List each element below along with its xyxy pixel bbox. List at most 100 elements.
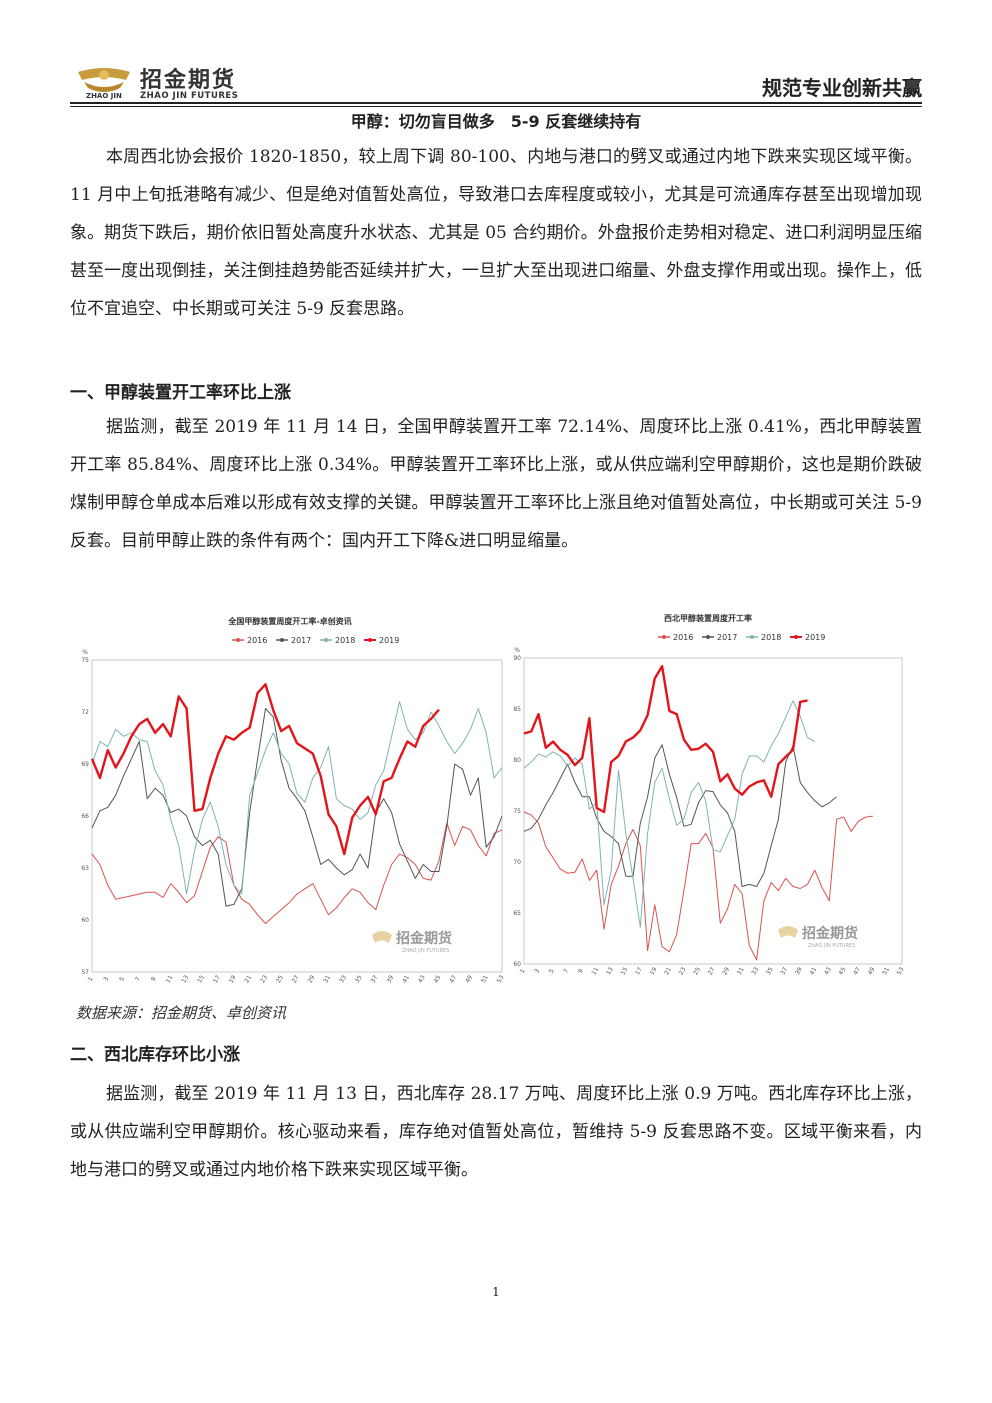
x-tick-label: 45 (838, 966, 848, 976)
page-number: 1 (492, 1285, 500, 1299)
chart-northwest-operating-rate: 西北甲醇装置周度开工率 2016 2017 2018 2019% 60 65 70 75 80 85… (508, 608, 908, 993)
y-axis-unit: % (82, 649, 88, 656)
series-line-2016 (523, 811, 873, 961)
legend-label: 2016 (247, 636, 267, 645)
y-tick-label: 80 (513, 757, 521, 764)
x-tick-label: 49 (867, 966, 877, 976)
watermark-logo-icon (778, 926, 798, 938)
y-tick-label: 75 (513, 808, 521, 815)
plot-frame (523, 657, 903, 965)
x-tick-label: 49 (464, 974, 474, 984)
paragraph-operating-rate: 据监测，截至 2019 年 11 月 14 日，全国甲醇装置开工率 72.14%… (70, 417, 922, 551)
y-axis-unit: % (514, 647, 520, 654)
logo-en-small-text: ZHAO JIN (86, 92, 122, 100)
watermark-logo-icon (372, 931, 392, 943)
company-logo: 招金期货 ZHAO JIN ZHAO JIN FUTURES (76, 58, 256, 102)
paragraph-inventory: 据监测，截至 2019 年 11 月 13 日，西北库存 28.17 万吨、周度… (70, 1084, 922, 1180)
x-tick-label: 39 (385, 974, 395, 984)
legend-marker (368, 638, 372, 642)
x-tick-label: 19 (228, 974, 238, 984)
series-line-2019 (523, 665, 808, 814)
x-tick-label: 25 (275, 974, 285, 984)
watermark-text: 招金期货 (396, 930, 452, 947)
x-tick-label: 7 (562, 968, 570, 975)
x-tick-label: 1 (87, 976, 95, 983)
header-rule (70, 102, 922, 104)
legend-label: 2019 (805, 633, 825, 642)
legend-label: 2018 (761, 633, 781, 642)
y-tick-label: 69 (81, 761, 89, 768)
x-tick-label: 23 (259, 974, 269, 984)
x-tick-label: 33 (750, 966, 760, 976)
x-tick-label: 13 (180, 974, 190, 984)
x-tick-label: 41 (401, 974, 411, 984)
legend-label: 2016 (673, 633, 693, 642)
y-tick-label: 57 (81, 969, 89, 976)
legend-marker (236, 638, 240, 642)
x-tick-label: 53 (896, 966, 906, 976)
watermark-en-text: ZHAO JIN FUTURES (808, 943, 855, 949)
x-tick-label: 21 (663, 966, 673, 976)
legend-marker (706, 635, 710, 639)
x-tick-label: 43 (417, 974, 427, 984)
x-tick-label: 17 (634, 966, 644, 976)
x-tick-label: 53 (496, 974, 506, 984)
y-tick-label: 85 (513, 706, 521, 713)
x-tick-label: 43 (823, 966, 833, 976)
chart-national-operating-rate: 全国甲醇装置周度开工率-卓创资讯 2016 2017 2018 2019% 57 60 63 6… (72, 608, 508, 993)
x-tick-label: 51 (480, 974, 490, 984)
document-title: 甲醇：切勿盲目做多 5-9 反套继续持有 (350, 112, 642, 131)
y-tick-label: 70 (513, 859, 521, 866)
x-tick-label: 47 (852, 966, 862, 976)
legend-label: 2017 (717, 633, 737, 642)
x-tick-label: 11 (165, 974, 175, 984)
x-tick-label: 15 (196, 974, 206, 984)
x-tick-label: 31 (736, 966, 746, 976)
section-heading-1: 一、甲醇装置开工率环比上涨 (70, 383, 291, 403)
paragraph-summary: 本周西北协会报价 1820-1850，较上周下调 80-100、内地与港口的劈叉… (70, 147, 922, 319)
legend-marker (324, 638, 328, 642)
x-tick-label: 37 (370, 974, 380, 984)
header-slogan: 规范专业创新共赢 (762, 76, 922, 100)
legend-label: 2018 (335, 636, 355, 645)
x-tick-label: 23 (678, 966, 688, 976)
x-tick-label: 27 (707, 966, 717, 976)
y-tick-label: 66 (81, 813, 89, 820)
y-tick-label: 60 (81, 917, 89, 924)
watermark-text: 招金期货 (802, 925, 858, 942)
x-tick-label: 5 (118, 976, 126, 983)
x-tick-label: 9 (150, 976, 158, 983)
series-line-2017 (523, 744, 837, 887)
x-tick-label: 11 (590, 966, 600, 976)
legend-label: 2017 (291, 636, 311, 645)
watermark-en-text: ZHAO JIN FUTURES (402, 948, 449, 954)
series-line-2016 (91, 822, 503, 924)
legend-marker (750, 635, 754, 639)
y-tick-label: 72 (81, 709, 89, 716)
x-tick-label: 7 (134, 976, 142, 983)
chart-northwest-svg: 西北甲醇装置周度开工率 2016 2017 2018 2019% 60 65 70 75 80 85… (513, 613, 906, 976)
x-tick-label: 47 (448, 974, 458, 984)
x-tick-label: 27 (291, 974, 301, 984)
y-tick-label: 65 (513, 910, 521, 917)
x-tick-label: 33 (338, 974, 348, 984)
logo-en-text: ZHAO JIN FUTURES (140, 91, 239, 101)
x-tick-label: 17 (212, 974, 222, 984)
plot-frame (91, 659, 503, 973)
x-tick-label: 13 (605, 966, 615, 976)
header-rule-thin (70, 106, 922, 107)
y-tick-label: 90 (513, 655, 521, 662)
x-tick-label: 29 (721, 966, 731, 976)
y-tick-label: 60 (513, 961, 521, 968)
x-tick-label: 1 (519, 968, 527, 975)
series-line-2018 (523, 700, 816, 928)
legend-marker (280, 638, 284, 642)
x-tick-label: 15 (620, 966, 630, 976)
x-tick-label: 19 (649, 966, 659, 976)
x-tick-label: 3 (533, 968, 541, 975)
page-header: 招金期货 ZHAO JIN ZHAO JIN FUTURES 规范专业创新共赢 (70, 58, 922, 104)
legend-label: 2019 (379, 636, 399, 645)
x-tick-label: 9 (577, 968, 585, 975)
